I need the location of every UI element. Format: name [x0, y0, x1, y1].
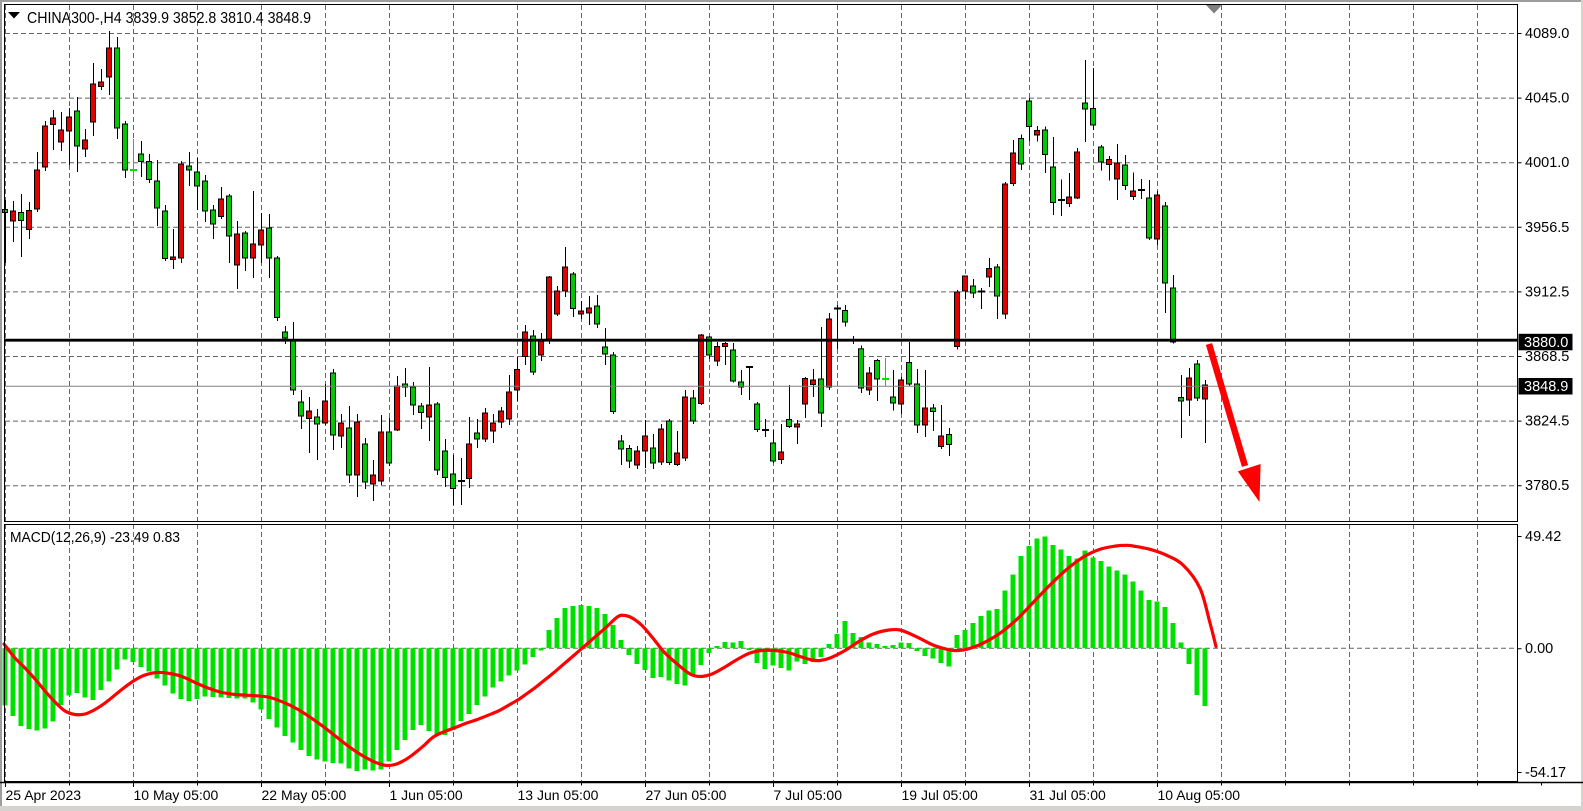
svg-text:31 Jul 05:00: 31 Jul 05:00 [1030, 787, 1106, 803]
svg-text:27 Jun 05:00: 27 Jun 05:00 [646, 787, 727, 803]
svg-text:CHINA300-,H4 3839.9 3852.8 38: CHINA300-,H4 3839.9 3852.8 3810.4 3848.9 [27, 10, 311, 27]
svg-text:3880.0: 3880.0 [1524, 335, 1568, 351]
svg-text:49.42: 49.42 [1525, 529, 1561, 545]
svg-text:4045.0: 4045.0 [1525, 91, 1569, 107]
svg-text:0.00: 0.00 [1525, 641, 1553, 657]
svg-text:10 May 05:00: 10 May 05:00 [134, 787, 219, 803]
svg-text:25 Apr 2023: 25 Apr 2023 [6, 787, 82, 803]
svg-text:3848.9: 3848.9 [1524, 379, 1568, 395]
svg-text:4089.0: 4089.0 [1525, 26, 1569, 42]
svg-text:3780.5: 3780.5 [1525, 478, 1569, 494]
svg-text:MACD(12,26,9) -23.49 0.83: MACD(12,26,9) -23.49 0.83 [10, 530, 180, 546]
svg-text:-54.17: -54.17 [1525, 765, 1566, 781]
svg-text:19 Jul 05:00: 19 Jul 05:00 [902, 787, 978, 803]
svg-text:3956.5: 3956.5 [1525, 220, 1569, 236]
svg-text:13 Jun 05:00: 13 Jun 05:00 [518, 787, 599, 803]
svg-text:10 Aug 05:00: 10 Aug 05:00 [1158, 787, 1241, 803]
svg-text:3868.5: 3868.5 [1525, 349, 1569, 365]
svg-text:7 Jul 05:00: 7 Jul 05:00 [774, 787, 843, 803]
svg-text:22 May 05:00: 22 May 05:00 [262, 787, 347, 803]
svg-text:1 Jun 05:00: 1 Jun 05:00 [390, 787, 463, 803]
svg-text:3912.5: 3912.5 [1525, 284, 1569, 300]
svg-text:4001.0: 4001.0 [1525, 155, 1569, 171]
svg-text:3824.5: 3824.5 [1525, 414, 1569, 430]
